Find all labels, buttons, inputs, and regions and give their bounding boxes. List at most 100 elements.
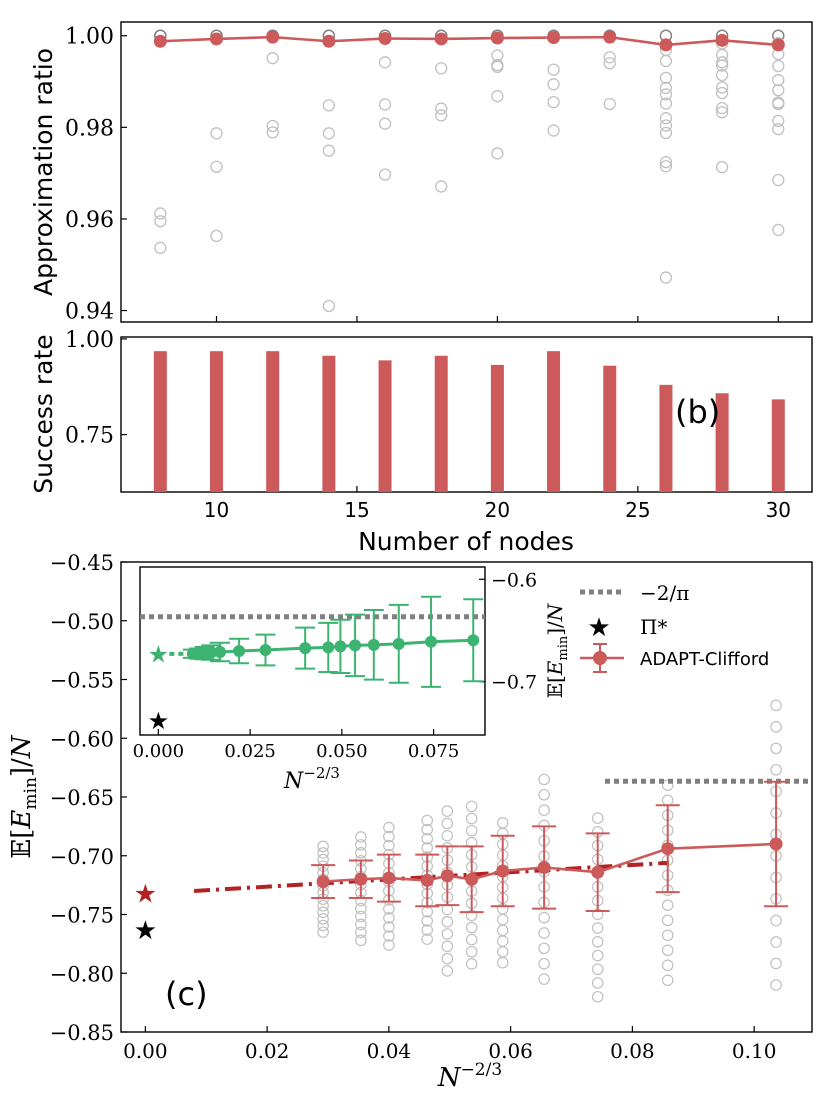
inset-ylabel: 𝔼[Emin]/N: [543, 602, 571, 698]
approximation-mean-point: [266, 30, 280, 44]
energy-sample-point: [661, 779, 674, 792]
energy-sample-point: [355, 839, 367, 851]
approximation-sample-point: [715, 161, 729, 174]
energy-mean-point: [496, 864, 510, 878]
energy-sample-point: [661, 794, 674, 807]
energy-sample-point: [441, 940, 454, 953]
energy-ytick-label: −0.70: [50, 845, 114, 869]
inset-xtick-label: 0.000: [133, 741, 185, 762]
approximation-sample-point: [659, 112, 673, 125]
approximation-sample-point: [547, 96, 560, 109]
energy-sample-point: [355, 831, 367, 843]
approximation-sample-point: [659, 119, 673, 132]
legend-series-marker: [593, 651, 607, 665]
energy-sample-point: [317, 847, 329, 859]
approximation-sample-point: [491, 90, 504, 103]
legend-reference-label: −2/π: [640, 581, 689, 605]
energy-ytick-label: −0.75: [50, 904, 114, 928]
success-ytick-label: 0.75: [65, 424, 114, 449]
energy-sample-point: [465, 824, 478, 837]
energy-sample-point: [591, 977, 604, 989]
inset-xtick-label: 0.050: [316, 741, 368, 762]
success-bar: [266, 351, 280, 492]
energy-sample-point: [441, 805, 454, 817]
energy-sample-point: [421, 823, 434, 836]
energy-extrapolation-line: [193, 860, 670, 893]
approximation-sample-point: [154, 241, 167, 254]
approximation-sample-point: [715, 106, 729, 119]
approximation-ylabel: Approximation ratio: [29, 48, 58, 296]
energy-sample-point: [355, 934, 367, 947]
energy-sample-point: [591, 812, 604, 824]
panel-b-label: (b): [675, 393, 720, 431]
energy-sample-point: [496, 956, 509, 969]
energy-mean-point: [316, 875, 330, 889]
approximation-mean-point: [547, 31, 561, 45]
energy-sample-point: [496, 913, 509, 926]
inset-mean-point: [367, 638, 380, 651]
success-bar: [378, 360, 392, 492]
legend-star-label: Π*: [640, 615, 667, 639]
approximation-sample-point: [154, 215, 167, 228]
inset-ytick-label: −0.7: [491, 672, 537, 694]
approximation-mean-point: [603, 30, 617, 44]
approximation-mean-point: [322, 34, 336, 48]
approximation-sample-point: [378, 98, 392, 111]
approximation-sample-point: [547, 63, 560, 76]
approximation-sample-point: [210, 127, 223, 140]
energy-sample-point: [383, 839, 395, 852]
energy-sample-point: [383, 821, 395, 834]
energy-sample-point: [465, 812, 478, 825]
approximation-sample-point: [715, 86, 729, 100]
energy-mean-point: [354, 872, 368, 886]
success-axes-frame: [120, 336, 813, 493]
energy-sample-point: [421, 924, 434, 936]
energy-sample-point: [421, 842, 434, 854]
approximation-mean-point: [715, 33, 729, 47]
inset-mean-point: [299, 642, 312, 655]
inset-mean-point: [205, 646, 218, 659]
energy-xtick-label: 0.08: [610, 1039, 655, 1063]
energy-sample-point: [591, 990, 604, 1003]
energy-sample-point: [317, 899, 329, 912]
energy-sample-point: [538, 773, 550, 786]
extrapolated-star-marker: ★: [134, 879, 157, 909]
approximation-sample-point: [435, 62, 448, 75]
energy-sample-point: [496, 946, 509, 958]
approximation-ratio-panel: 0.94 0.96 0.98 1.00 Approximation ratio: [29, 21, 813, 325]
approximation-sample-point: [547, 124, 560, 137]
energy-sample-point: [383, 921, 395, 933]
inset-ytick-label: −0.6: [491, 569, 537, 591]
approximation-mean-point: [378, 31, 392, 45]
energy-sample-point: [355, 926, 367, 939]
success-xtick-label: 20: [485, 498, 510, 522]
energy-sample-point: [538, 973, 550, 985]
energy-ytick-label: −0.50: [50, 610, 114, 634]
approximation-sample-point: [210, 229, 223, 243]
energy-sample-point: [355, 847, 367, 859]
success-ylabel: Success rate: [29, 334, 58, 493]
approximation-mean-point: [659, 38, 673, 52]
approximation-sample-point: [659, 160, 673, 173]
energy-sample-point: [591, 949, 604, 962]
energy-ytick-label: −0.85: [50, 1021, 114, 1045]
approximation-sample-point: [378, 56, 392, 69]
inset-mean-point: [425, 635, 438, 648]
energy-sample-point: [770, 721, 782, 733]
approximation-sample-point: [266, 119, 279, 133]
energy-sample-point: [421, 814, 434, 827]
approximation-sample-point: [266, 126, 279, 139]
energy-xtick-label: 0.02: [245, 1039, 290, 1063]
energy-mean-point: [440, 869, 454, 883]
approximation-sample-point: [772, 74, 785, 87]
energy-sample-point: [465, 958, 478, 970]
approximation-sample-point: [266, 52, 279, 65]
energy-mean-point: [591, 865, 605, 879]
approximation-mean-point: [210, 32, 224, 46]
approximation-sample-point: [378, 117, 392, 130]
energy-sample-point: [770, 936, 782, 948]
approximation-sample-point: [547, 78, 560, 91]
success-bar: [547, 351, 561, 492]
approximation-sample-point: [659, 81, 673, 95]
approximation-sample-point: [603, 97, 616, 111]
